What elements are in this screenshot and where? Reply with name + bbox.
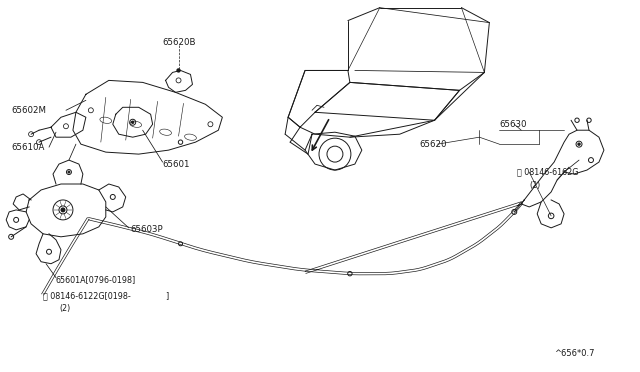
Text: 65610A: 65610A — [11, 142, 45, 152]
Text: ]: ] — [166, 291, 169, 300]
Circle shape — [68, 171, 70, 173]
Text: 65602M: 65602M — [11, 106, 46, 115]
Text: 65620B: 65620B — [163, 38, 196, 47]
Text: 65603P: 65603P — [131, 225, 163, 234]
Text: 65601: 65601 — [163, 160, 190, 169]
Text: Ⓢ 08146-6122G[0198-: Ⓢ 08146-6122G[0198- — [43, 291, 131, 300]
Text: ^656*0.7: ^656*0.7 — [554, 349, 595, 358]
Text: Ⓑ 08146-6162G: Ⓑ 08146-6162G — [517, 167, 579, 177]
Text: 65601A[0796-0198]: 65601A[0796-0198] — [56, 275, 136, 284]
Circle shape — [177, 69, 180, 72]
Text: 65630: 65630 — [499, 120, 527, 129]
Text: (2): (2) — [529, 180, 540, 189]
Text: 65620: 65620 — [420, 140, 447, 149]
Circle shape — [131, 121, 134, 124]
Circle shape — [578, 143, 580, 145]
Circle shape — [61, 208, 65, 212]
Text: (2): (2) — [59, 304, 70, 313]
